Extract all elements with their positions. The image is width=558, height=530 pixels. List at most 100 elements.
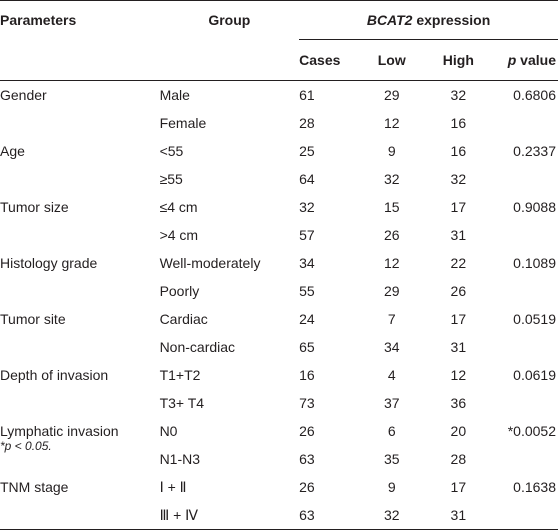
header-group: Group: [208, 12, 251, 29]
table-row: Lymphatic invasion N0 26 6 20 *0.0052: [0, 417, 558, 445]
row-group: N1-N3: [159, 451, 201, 467]
row-high: 16: [450, 143, 467, 159]
row-high: 36: [450, 395, 467, 411]
row-low: 26: [383, 227, 400, 243]
row-high: 17: [450, 311, 467, 327]
row-high: 31: [450, 227, 467, 243]
row-parameter: Tumor site: [0, 311, 66, 327]
header-cases: Cases: [299, 39, 355, 81]
row-group: Ⅰ + Ⅱ: [159, 478, 187, 495]
table-row: Ⅲ + Ⅳ 63 32 31: [0, 501, 558, 530]
row-group: N0: [159, 423, 178, 439]
table-row: Tumor site Cardiac 24 7 17 0.0519: [0, 305, 558, 333]
row-cases: 16: [299, 367, 315, 383]
row-low: 34: [383, 339, 400, 355]
table-row: ≥55 64 32 32: [0, 165, 558, 193]
table-row: >4 cm 57 26 31: [0, 221, 558, 249]
table-row: Poorly 55 29 26: [0, 277, 558, 305]
row-parameter: Tumor size: [0, 199, 69, 215]
row-p-value: 0.0619: [513, 367, 556, 383]
header-gene: BCAT2: [366, 12, 413, 28]
header-row-2: Cases Low High p value: [0, 39, 558, 81]
row-low: 29: [354, 80, 429, 109]
table-row: Age <55 25 9 16 0.2337: [0, 137, 558, 165]
row-p-value: *0.0052: [507, 423, 556, 439]
row-low: 32: [354, 501, 429, 530]
row-high: 28: [450, 451, 467, 467]
row-parameter: [0, 165, 160, 193]
row-low: 37: [383, 395, 400, 411]
row-group: <55: [159, 143, 184, 159]
row-parameter: [0, 501, 160, 530]
row-low: 7: [387, 311, 396, 327]
row-cases: 64: [299, 171, 315, 187]
row-high: 22: [450, 255, 467, 271]
row-p-value: [488, 501, 558, 530]
header-high: High: [428, 39, 489, 81]
header-expression: BCAT2 expression: [299, 1, 558, 40]
row-parameter: [0, 221, 160, 249]
header-expression-word: expression: [412, 12, 491, 28]
row-p-value: [488, 389, 558, 417]
row-p-value: [488, 109, 558, 137]
row-parameter: [0, 109, 160, 137]
table-row: N1-N3 63 35 28: [0, 445, 558, 473]
row-high: 26: [450, 283, 467, 299]
row-parameter: [0, 333, 160, 361]
header-p-value: p value: [488, 39, 558, 81]
table-row: TNM stage Ⅰ + Ⅱ 26 9 17 0.1638: [0, 473, 558, 501]
row-p-value: 0.1089: [513, 255, 556, 271]
row-group: Well-moderately: [159, 255, 261, 271]
table-row: Gender Male 61 29 32 0.6806: [0, 80, 558, 109]
table-row: Depth of invasion T1+T2 16 4 12 0.0619: [0, 361, 558, 389]
row-low: 4: [387, 367, 396, 383]
row-group: Cardiac: [159, 311, 208, 327]
header-row-1: Parameters Group BCAT2 expression: [0, 0, 558, 40]
row-cases: 24: [299, 311, 315, 327]
row-group: Non-cardiac: [159, 339, 236, 355]
row-high: 32: [450, 171, 467, 187]
footnote-star: *p: [0, 439, 12, 453]
row-cases: 73: [299, 395, 315, 411]
row-p-value: 0.6806: [488, 80, 558, 109]
header-p-italic: p: [507, 52, 517, 68]
row-group: ≥55: [159, 171, 183, 187]
row-low: 35: [383, 451, 400, 467]
row-group: >4 cm: [159, 227, 199, 243]
row-parameter: Depth of invasion: [0, 367, 109, 383]
row-cases: 34: [299, 255, 315, 271]
row-group: ≤4 cm: [159, 199, 198, 215]
row-group: Poorly: [159, 283, 200, 299]
footnote-rest: < 0.05.: [11, 439, 52, 453]
row-p-value: [488, 445, 558, 473]
row-parameter: [0, 389, 160, 417]
header-parameters: Parameters: [0, 12, 77, 29]
row-p-value: [488, 333, 558, 361]
row-low: 32: [383, 171, 400, 187]
row-cases: 55: [299, 283, 315, 299]
row-low: 12: [383, 115, 400, 131]
header-low: Low: [354, 39, 429, 81]
row-high: 16: [450, 115, 467, 131]
row-group: Ⅲ + Ⅳ: [159, 501, 300, 530]
row-cases: 28: [299, 115, 315, 131]
row-low: 15: [383, 199, 400, 215]
row-low: 9: [387, 143, 396, 159]
row-low: 12: [383, 255, 400, 271]
row-cases: 61: [299, 80, 355, 109]
row-parameter: Gender: [0, 80, 160, 109]
table-row: Tumor size ≤4 cm 32 15 17 0.9088: [0, 193, 558, 221]
row-parameter: Lymphatic invasion: [0, 423, 119, 439]
row-high: 17: [450, 199, 467, 215]
row-p-value: 0.0519: [513, 311, 556, 327]
row-cases: 26: [299, 479, 315, 495]
table-row: Non-cardiac 65 34 31: [0, 333, 558, 361]
row-low: 29: [383, 283, 400, 299]
row-cases: 63: [299, 451, 315, 467]
row-parameter: [0, 277, 160, 305]
footnote: *p < 0.05.: [0, 439, 52, 453]
row-group: T1+T2: [159, 367, 201, 383]
table-row: T3+ T4 73 37 36: [0, 389, 558, 417]
